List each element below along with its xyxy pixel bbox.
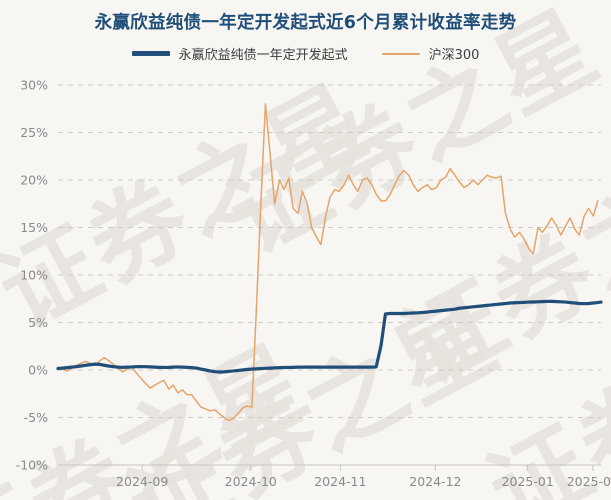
y-axis-tick-label: 10% [20, 268, 48, 283]
legend-label-fund: 永赢欣益纯债一年定开发起式 [178, 48, 348, 63]
chart-title: 永赢欣益纯债一年定开发起式近6个月累计收益率走势 [94, 13, 517, 33]
legend-swatch-benchmark [381, 52, 420, 55]
y-axis-tick-label: 20% [20, 173, 48, 188]
x-axis-tick-label: 2024-10 [225, 474, 277, 489]
y-axis-tick-label: 15% [20, 220, 48, 235]
legend-item-benchmark[interactable]: 沪深300 [381, 44, 480, 63]
x-axis-tick-label: 2024-09 [116, 474, 168, 489]
y-axis-tick-label: 25% [20, 125, 48, 140]
legend-item-fund[interactable]: 永赢欣益纯债一年定开发起式 [131, 44, 348, 63]
x-axis-tick-label: 2025-01 [502, 474, 554, 489]
x-axis-tick-label: 2024-11 [314, 474, 366, 489]
legend-swatch-fund [131, 51, 170, 56]
y-axis-tick-label: 0% [28, 363, 48, 378]
x-axis-tick-label: 2025-02 [567, 474, 611, 489]
chart-legend: 永赢欣益纯债一年定开发起式 沪深300 [0, 44, 611, 63]
x-axis-tick-label: 2024-12 [409, 474, 461, 489]
y-axis-tick-label: -5% [24, 410, 48, 425]
series-line-fund [56, 299, 603, 374]
y-axis-tick-label: 5% [28, 315, 48, 330]
y-axis-tick-label: -10% [16, 458, 48, 473]
series-line-benchmark [57, 103, 599, 422]
legend-label-benchmark: 沪深300 [428, 48, 480, 63]
y-axis-tick-label: 30% [20, 78, 48, 93]
